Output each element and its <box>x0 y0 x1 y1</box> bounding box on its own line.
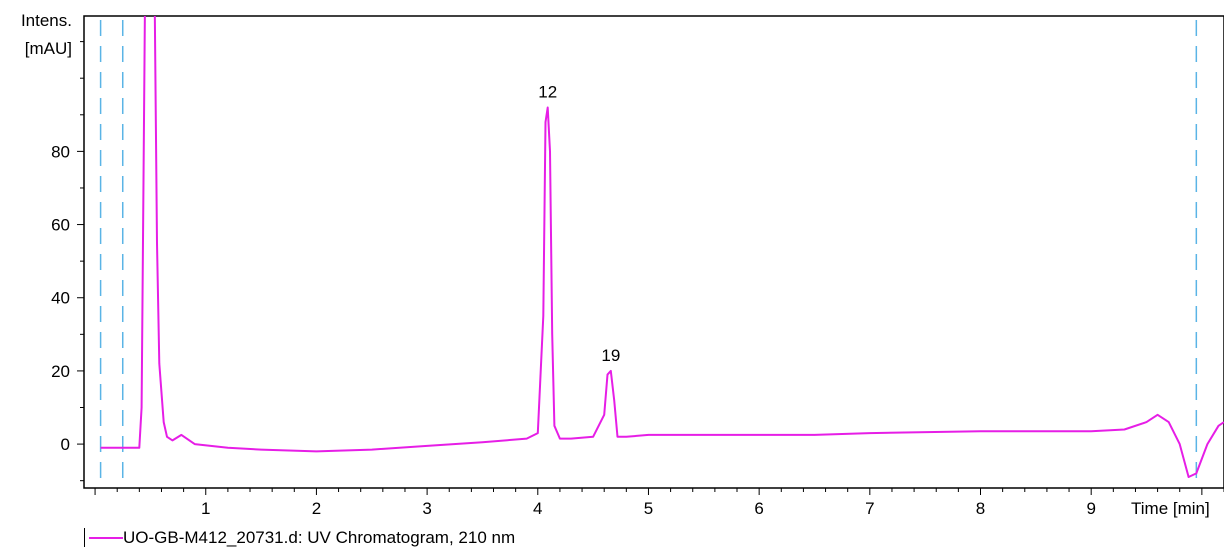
x-tick-label: 3 <box>422 499 431 518</box>
y-tick-label: 20 <box>51 362 70 381</box>
x-tick-label: 4 <box>533 499 542 518</box>
marker-lines <box>99 20 1198 488</box>
y-tick-label: 0 <box>61 435 70 454</box>
x-tick-label: 9 <box>1086 499 1095 518</box>
y-axis-label-line2: [mAU] <box>25 39 72 58</box>
plot-border <box>83 15 1224 489</box>
y-tick-label: 40 <box>51 289 70 308</box>
annotation-layer: 12 19 <box>538 82 620 364</box>
x-tick-label: 5 <box>644 499 653 518</box>
x-tick-label: 1 <box>201 499 210 518</box>
series-line <box>100 16 1224 478</box>
legend-swatch <box>89 536 123 539</box>
y-axis-label-line1: Intens. <box>21 11 72 30</box>
y-tick-label: 60 <box>51 216 70 235</box>
peak-label: 12 <box>538 82 557 101</box>
legend-label: UO-GB-M412_20731.d: UV Chromatogram, 210… <box>123 527 516 547</box>
series-layer <box>100 16 1224 478</box>
peak-label: 19 <box>601 346 620 365</box>
y-tick-label: 80 <box>51 142 70 161</box>
x-axis-label: Time [min] <box>1131 499 1210 518</box>
x-tick-label: 8 <box>976 499 985 518</box>
x-tick-label: 2 <box>312 499 321 518</box>
legend: UO-GB-M412_20731.d: UV Chromatogram, 210… <box>84 528 1224 547</box>
x-tick-label: 7 <box>865 499 874 518</box>
x-tick-label: 6 <box>754 499 763 518</box>
plot-frame <box>83 15 1224 489</box>
